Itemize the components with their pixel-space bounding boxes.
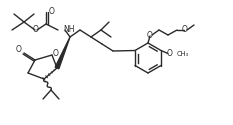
Text: O: O xyxy=(167,49,173,58)
Text: NH: NH xyxy=(63,24,75,34)
Text: CH₃: CH₃ xyxy=(177,50,189,56)
Polygon shape xyxy=(55,37,70,69)
Text: O: O xyxy=(147,30,153,40)
Text: O: O xyxy=(182,26,188,35)
Text: O: O xyxy=(53,50,59,58)
Text: O: O xyxy=(49,6,55,16)
Text: O: O xyxy=(33,26,39,35)
Text: O: O xyxy=(16,46,22,54)
